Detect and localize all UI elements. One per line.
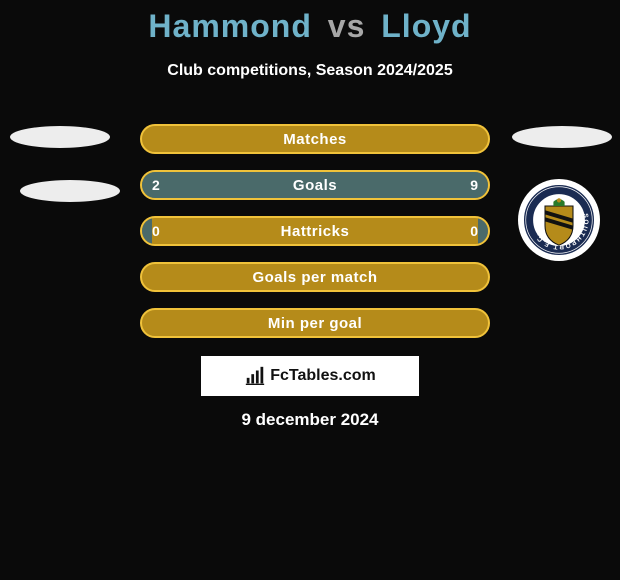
stat-bar: Min per goal bbox=[140, 308, 490, 338]
left-avatar-placeholder-1 bbox=[10, 126, 110, 148]
stat-bar: Goals2 9 bbox=[140, 170, 490, 200]
stat-bar: Hattricks0 0 bbox=[140, 216, 490, 246]
bar-label: Goals per match bbox=[142, 264, 488, 290]
right-avatar-placeholder-1 bbox=[512, 126, 612, 148]
stat-bar: Goals per match bbox=[140, 262, 490, 292]
bar-value-right: 9 bbox=[460, 172, 488, 198]
bar-label: Min per goal bbox=[142, 310, 488, 336]
title-player-a: Hammond bbox=[148, 8, 311, 44]
brand-text: FcTables.com bbox=[270, 367, 376, 385]
page-title: Hammond vs Lloyd bbox=[0, 8, 620, 45]
bar-label: Matches bbox=[142, 126, 488, 152]
brand-logo-panel: FcTables.com bbox=[201, 356, 419, 396]
title-player-b: Lloyd bbox=[381, 8, 471, 44]
bar-value-right: 0 bbox=[460, 218, 488, 244]
bar-label: Goals bbox=[142, 172, 488, 198]
left-avatar-placeholder-2 bbox=[20, 180, 120, 202]
comparison-card: Hammond vs Lloyd Club competitions, Seas… bbox=[0, 0, 620, 580]
title-vs: vs bbox=[328, 8, 366, 44]
comparison-bars: Matches Goals2 9 Hattricks0 0 Goals per match… bbox=[140, 124, 490, 354]
bar-label: Hattricks bbox=[142, 218, 488, 244]
club-badge-southport: SOUTHPORT F.C. bbox=[518, 179, 600, 261]
subtitle: Club competitions, Season 2024/2025 bbox=[0, 62, 620, 80]
bar-value-left: 2 bbox=[142, 172, 170, 198]
bar-value-left: 0 bbox=[142, 218, 170, 244]
date-text: 9 december 2024 bbox=[0, 410, 620, 430]
stat-bar: Matches bbox=[140, 124, 490, 154]
bar-chart-icon bbox=[244, 365, 266, 387]
club-badge-svg: SOUTHPORT F.C. bbox=[524, 185, 594, 255]
